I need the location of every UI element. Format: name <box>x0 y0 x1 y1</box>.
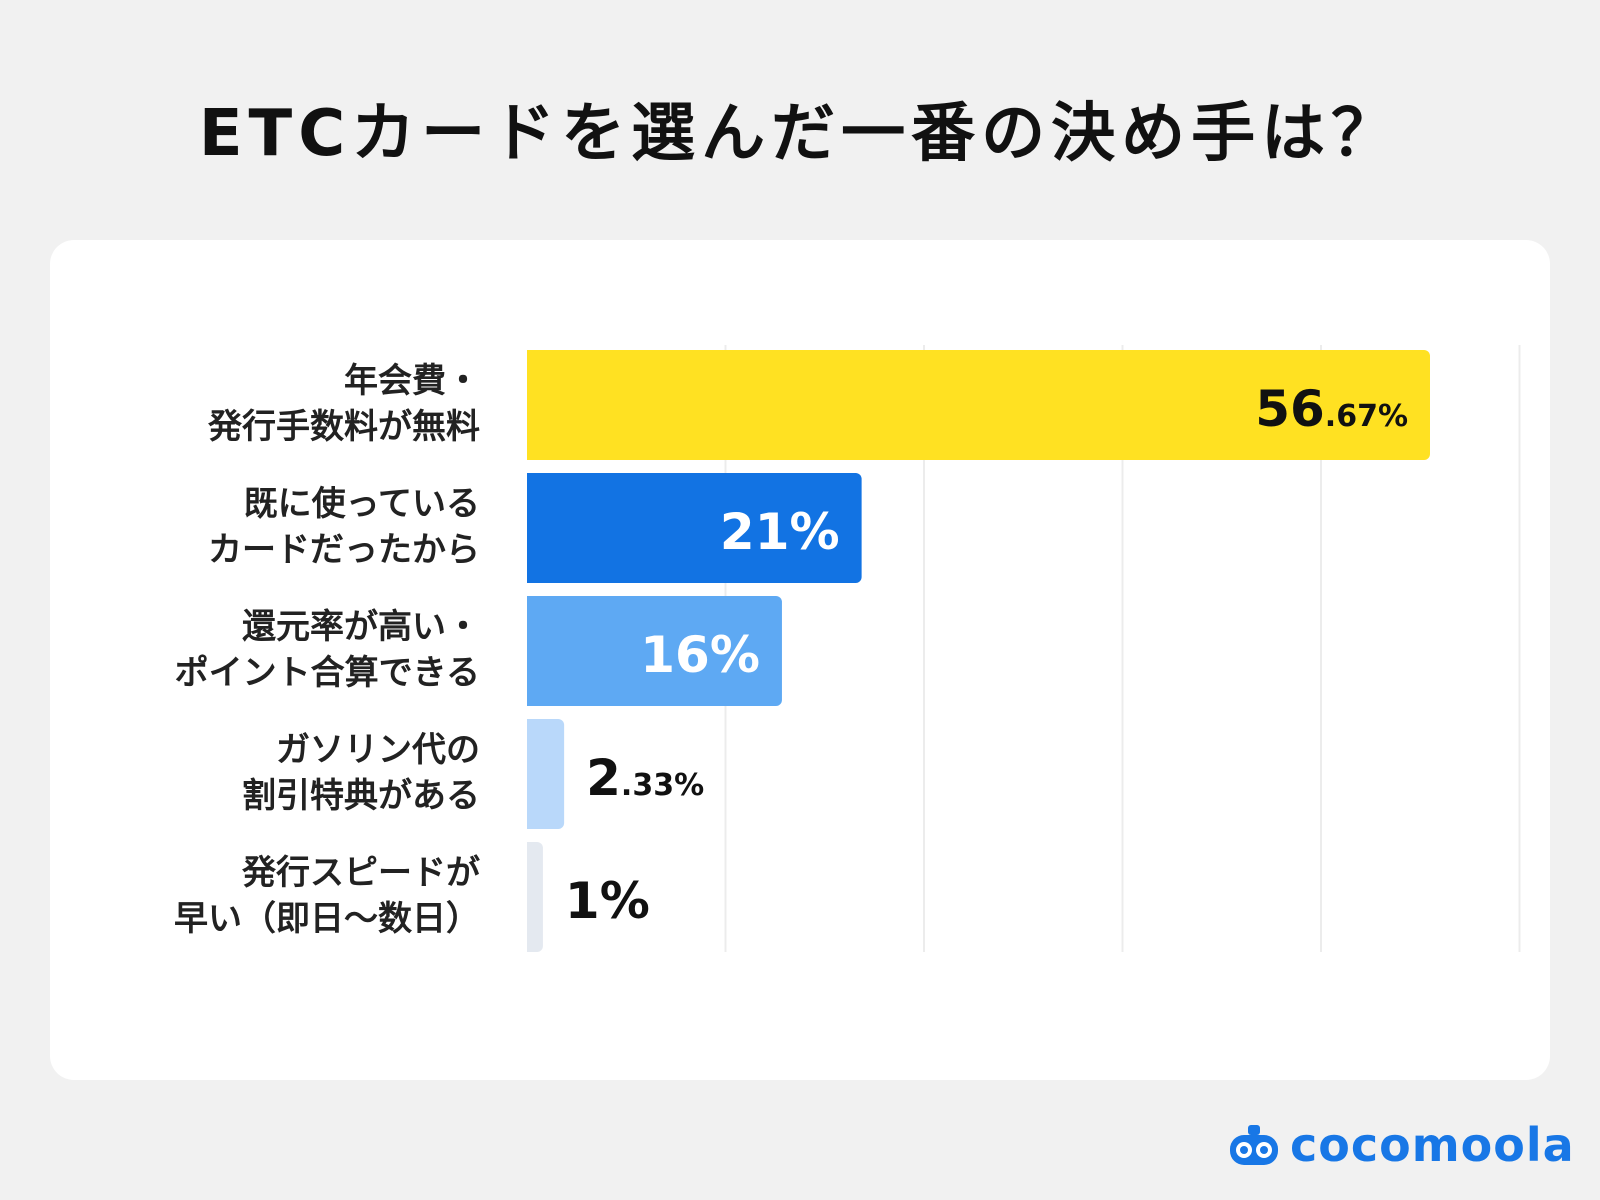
category-label: 既に使っているカードだったから <box>60 481 480 573</box>
brand-name: cocomoola <box>1290 1118 1575 1172</box>
value-label: 2.33% <box>586 753 704 803</box>
bar-edge <box>527 719 535 829</box>
category-label-line: カードだったから <box>208 530 480 570</box>
category-label: ガソリン代の割引特典がある <box>60 727 480 819</box>
value-label: 1% <box>565 876 650 926</box>
value-label-int: 2 <box>586 749 621 807</box>
robot-logo-icon <box>1230 1125 1278 1165</box>
value-label-int: 16% <box>640 626 760 684</box>
bar <box>527 350 1430 460</box>
bar <box>527 719 565 829</box>
category-label-line: 発行手数料が無料 <box>208 407 480 447</box>
value-label: 21% <box>720 507 840 557</box>
category-label: 年会費・発行手数料が無料 <box>60 358 480 450</box>
value-label: 56.67% <box>1255 384 1408 434</box>
category-label: 還元率が高い・ポイント合算できる <box>60 604 480 696</box>
value-label-dec: .33% <box>620 768 705 803</box>
bar-edge <box>527 842 535 952</box>
brand-logo: cocomoola <box>1226 1118 1575 1172</box>
chart-title: ETCカードを選んだ一番の決め手は？ <box>198 97 1402 171</box>
bar-edge <box>527 473 535 583</box>
chart-card: 年会費・発行手数料が無料既に使っているカードだったから還元率が高い・ポイント合算… <box>50 240 1550 1080</box>
category-label-line: 割引特典がある <box>242 776 480 816</box>
category-label-line: 還元率が高い・ <box>242 607 480 647</box>
value-label-dec: .67% <box>1324 399 1408 434</box>
category-label: 発行スピードが早い（即日〜数日） <box>60 850 480 942</box>
value-label-int: 1% <box>564 872 650 930</box>
category-label-line: 発行スピードが <box>242 853 480 893</box>
value-label-int: 56 <box>1255 380 1325 438</box>
bar <box>527 473 862 583</box>
category-label-line: 既に使っている <box>243 484 480 524</box>
bar <box>527 596 782 706</box>
bar-edge <box>527 596 535 706</box>
bar-chart <box>527 345 1521 952</box>
value-label: 16% <box>640 630 760 680</box>
category-label-line: 年会費・ <box>344 361 480 401</box>
category-label-line: 早い（即日〜数日） <box>174 899 480 939</box>
category-label-line: ポイント合算できる <box>174 653 480 693</box>
bar-edge <box>527 350 535 460</box>
value-label-int: 21% <box>719 503 840 561</box>
category-label-line: ガソリン代の <box>276 730 480 770</box>
